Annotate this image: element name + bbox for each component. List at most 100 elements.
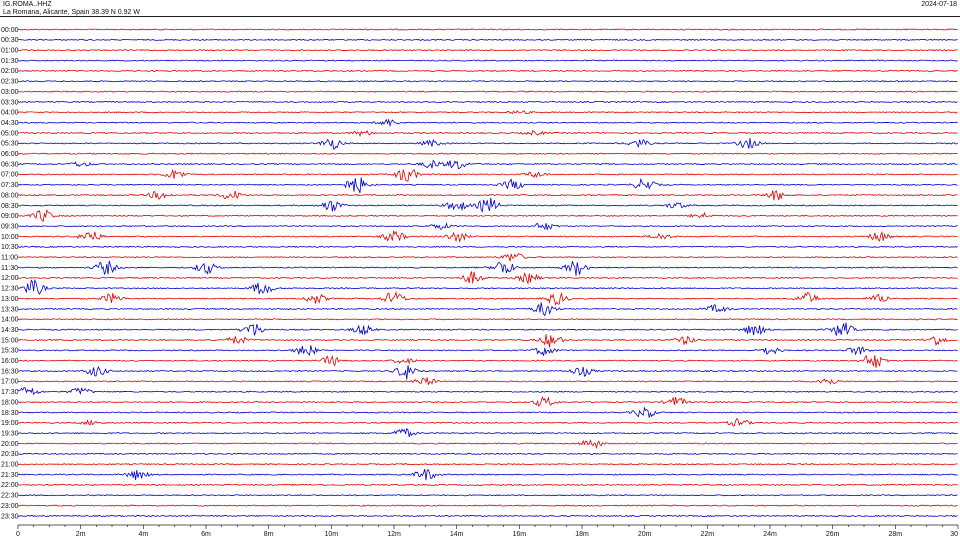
trace-row-0430 [17,118,958,128]
row-label: 05:00 [1,130,19,137]
row-label: 06:00 [1,151,19,158]
trace-row-1600 [17,355,958,368]
row-label: 19:00 [1,420,19,427]
row-label: 15:00 [1,337,19,344]
station-code: IG.ROMA..HHZ [3,1,52,8]
x-axis: 0 2m 4m 6m 8m 10m 12m 14m 16m 18m 20m 22m 24m 26m 28m 3… [16,524,959,538]
trace-row-2030 [17,452,958,455]
trace-row-0030 [17,38,958,41]
row-label: 02:00 [1,68,19,75]
trace-row-0830 [17,197,958,213]
trace-row-1230 [17,278,958,295]
row-label: 13:00 [1,296,19,303]
row-label: 09:30 [1,223,19,230]
row-label: 08:30 [1,203,19,210]
trace-row-1130 [17,260,958,276]
row-label: 14:00 [1,317,19,324]
trace-row-1530 [17,345,958,356]
row-label: 00:30 [1,37,19,44]
row-label: 12:00 [1,275,19,282]
trace-row-1330 [17,302,958,317]
row-label: 05:30 [1,141,19,148]
row-label: 15:30 [1,348,19,355]
trace-row-2130 [17,469,958,481]
row-label: 17:30 [1,389,19,396]
row-label: 01:00 [1,48,19,55]
row-label: 13:30 [1,306,19,313]
trace-row-1730 [17,387,958,396]
trace-row-2230 [17,494,958,497]
trace-row-1700 [17,377,958,385]
trace-row-0900 [17,209,958,223]
trace-row-1400 [17,318,958,321]
x-tick-label: 12m [387,531,401,538]
x-tick-label: 20m [638,531,652,538]
header-rule [0,16,960,17]
row-label: 07:30 [1,182,19,189]
x-tick-label: 24m [763,531,777,538]
trace-row-1900 [17,417,958,427]
trace-row-1000 [17,230,958,243]
trace-row-1430 [17,322,958,336]
trace-row-2300 [17,504,958,507]
record-date: 2024-07-18 [921,1,957,8]
row-label: 03:00 [1,89,19,96]
row-label: 16:00 [1,358,19,365]
row-label: 07:00 [1,172,19,179]
row-label: 20:30 [1,451,19,458]
trace-row-2100 [17,463,958,466]
row-label: 19:30 [1,430,19,437]
row-label: 04:00 [1,110,19,117]
trace-row-1100 [17,252,958,262]
trace-row-0200 [17,69,958,72]
row-label: 12:30 [1,286,19,293]
row-label: 23:00 [1,503,19,510]
x-tick-label: 2m [76,531,86,538]
trace-row-0530 [17,138,958,150]
row-label: 09:00 [1,213,19,220]
trace-row-2330 [17,514,958,518]
trace-row-1200 [17,270,958,285]
trace-row-0100 [17,49,958,52]
trace-group [17,28,958,518]
x-tick-label: 0 [16,531,20,538]
row-label: 11:00 [1,255,18,262]
trace-row-1500 [17,334,958,348]
trace-row-2200 [17,483,958,486]
row-label: 16:30 [1,368,19,375]
row-label: 11:30 [1,265,18,272]
trace-row-0130 [17,59,958,62]
row-label: 10:00 [1,234,19,241]
row-label: 18:30 [1,410,19,417]
x-tick-label: 8m [264,531,274,538]
trace-row-0400 [17,110,958,115]
row-label: 14:30 [1,327,19,334]
x-tick-label: 16m [513,531,527,538]
trace-row-1030 [17,245,958,248]
row-label-group: 00:00 00:30 01:00 01:30 02:00 02:30 03:00 03:30… [1,27,19,520]
x-tick-label: 22m [701,531,715,538]
trace-row-0730 [17,177,958,194]
trace-row-2000 [17,439,958,450]
row-label: 08:00 [1,192,19,199]
row-label: 04:30 [1,120,19,127]
x-tick-label: 4m [138,531,148,538]
x-tick-label: 30 [950,531,958,538]
trace-row-1800 [17,396,958,407]
row-label: 21:00 [1,462,19,469]
row-label: 17:00 [1,379,19,386]
row-label: 10:30 [1,244,19,251]
row-label: 22:00 [1,482,19,489]
trace-row-0600 [17,152,958,155]
trace-row-0330 [17,100,958,103]
trace-row-0000 [17,28,958,31]
x-tick-label: 10m [325,531,339,538]
trace-row-1300 [17,290,958,306]
trace-row-0800 [17,190,958,201]
trace-row-0700 [17,168,958,182]
x-tick-label: 26m [826,531,840,538]
row-label: 03:30 [1,99,19,106]
row-label: 23:30 [1,513,19,520]
trace-row-0630 [17,159,958,170]
trace-row-0930 [17,222,958,231]
